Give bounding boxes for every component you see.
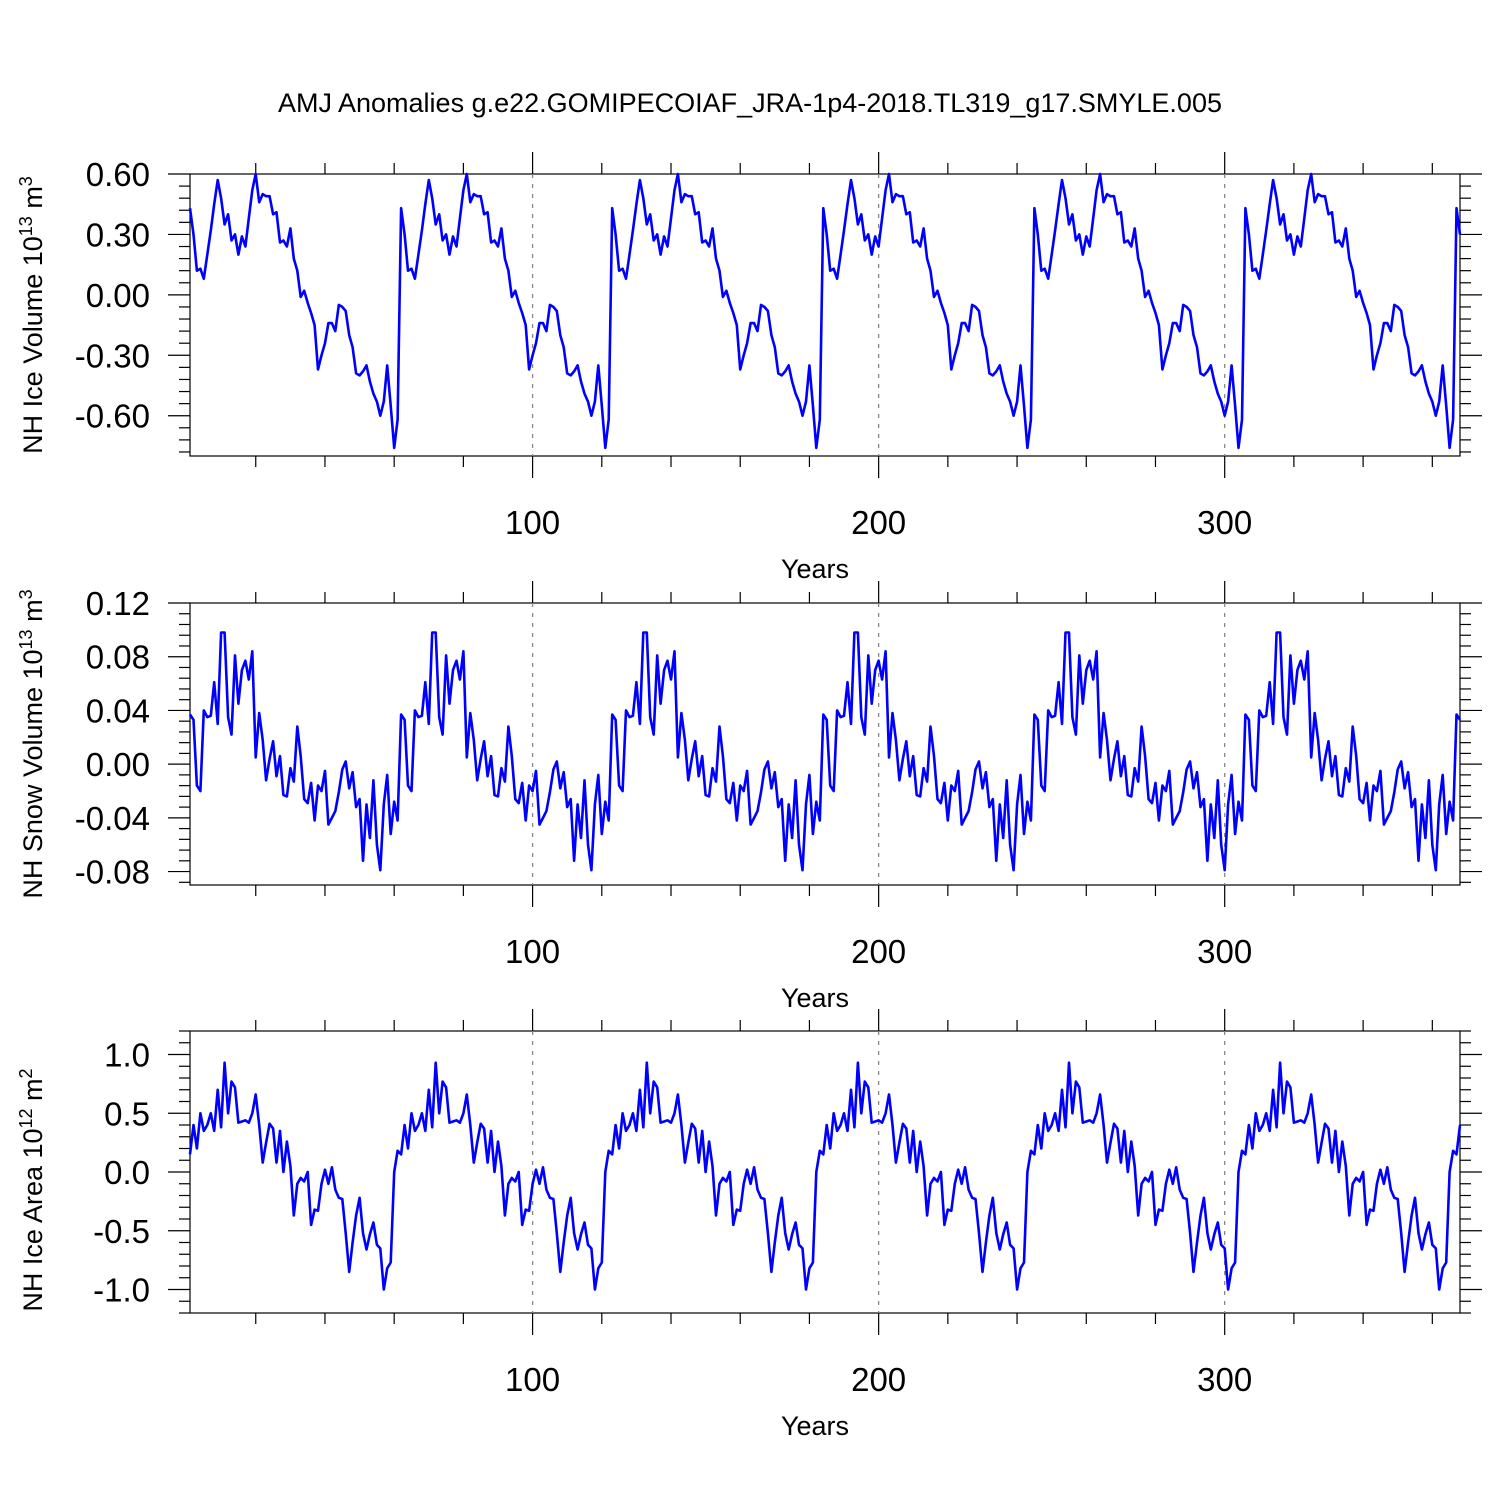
- ice-area-y-tick-label: -0.5: [93, 1213, 150, 1250]
- ice-volume-y-axis-label: NH Ice Volume 1013 m3: [16, 176, 48, 454]
- ice-volume-x-axis-label: Years: [781, 554, 849, 584]
- ice-area-y-tick-label: 1.0: [104, 1037, 150, 1074]
- ice-volume-x-tick-label: 200: [851, 504, 906, 541]
- snow-volume-x-tick-label: 100: [505, 933, 560, 970]
- ice-area-x-tick-label: 200: [851, 1361, 906, 1398]
- snow-volume-y-tick-label: -0.08: [75, 854, 150, 891]
- ice-area-y-axis-label-superscript: 12: [16, 1108, 36, 1128]
- ice-area-x-tick-label: 100: [505, 1361, 560, 1398]
- snow-volume-y-axis-label-superscript: 13: [16, 629, 36, 649]
- ice-area-x-tick-label: 300: [1197, 1361, 1252, 1398]
- snow-volume-y-tick-label: -0.04: [75, 800, 150, 837]
- ice-area-y-axis-label-text: NH Ice Area 10: [18, 1128, 48, 1311]
- ice-volume-x-tick-label: 300: [1197, 504, 1252, 541]
- snow-volume-y-tick-label: 0.08: [86, 639, 150, 676]
- figure-title: AMJ Anomalies g.e22.GOMIPECOIAF_JRA-1p4-…: [278, 88, 1222, 118]
- ice-volume-y-tick-label: 0.60: [86, 156, 150, 193]
- ice-area-x-axis-label: Years: [781, 1411, 849, 1441]
- ice-volume-y-tick-label: 0.30: [86, 216, 150, 253]
- ice-volume-y-tick-label: -0.60: [75, 398, 150, 435]
- snow-volume-x-tick-label: 200: [851, 933, 906, 970]
- ice-area-y-axis-label-superscript: 2: [16, 1068, 36, 1078]
- ice-volume-y-axis-label-superscript: 13: [16, 216, 36, 236]
- ice-area-y-axis-label-text: m: [18, 1078, 48, 1108]
- ice-volume-y-tick-label: -0.30: [75, 337, 150, 374]
- snow-volume-y-tick-label: 0.04: [86, 692, 150, 729]
- ice-volume-y-axis-label-text: m: [18, 186, 48, 216]
- ice-area-series-line: [188, 1061, 1462, 1291]
- ice-area-y-tick-label: 0.0: [104, 1154, 150, 1191]
- snow-volume-series-line: [188, 631, 1462, 872]
- snow-volume-y-axis-label-superscript: 3: [16, 589, 36, 599]
- snow-volume-x-tick-label: 300: [1197, 933, 1252, 970]
- ice-area-y-tick-label: 0.5: [104, 1095, 150, 1132]
- ice-area-y-tick-label: -1.0: [93, 1272, 150, 1309]
- ice-volume-panel: 100 200 300 Years 0.60 0.30 0.00 -0.30 -0.60 NH I…: [16, 152, 1482, 584]
- ice-volume-y-axis-label-text: NH Ice Volume 10: [18, 236, 48, 454]
- snow-volume-y-axis-label: NH Snow Volume 1013 m3: [16, 589, 48, 898]
- snow-volume-panel: 100 200 300 Years 0.12 0.08 0.04 0.00 -0.04 -0.08…: [16, 581, 1482, 1013]
- snow-volume-y-tick-label: 0.12: [86, 585, 150, 622]
- ice-area-plot-frame: [189, 1030, 1461, 1314]
- ice-volume-x-tick-label: 100: [505, 504, 560, 541]
- ice-area-y-axis-label: NH Ice Area 1012 m2: [16, 1068, 48, 1311]
- ice-volume-y-tick-label: 0.00: [86, 277, 150, 314]
- snow-volume-y-tick-label: 0.00: [86, 746, 150, 783]
- snow-volume-x-axis-label: Years: [781, 983, 849, 1013]
- snow-volume-plot-frame: [189, 602, 1461, 886]
- ice-volume-series-line: [188, 172, 1462, 450]
- ice-volume-plot-frame: [189, 173, 1461, 457]
- ice-area-panel: 100 200 300 Years 1.0 0.5 0.0 -0.5 -1.0 NH Ice Ar…: [16, 1009, 1482, 1441]
- snow-volume-y-axis-label-text: m: [18, 599, 48, 629]
- snow-volume-y-axis-label-text: NH Snow Volume 10: [18, 649, 48, 898]
- ice-volume-y-axis-label-superscript: 3: [16, 176, 36, 186]
